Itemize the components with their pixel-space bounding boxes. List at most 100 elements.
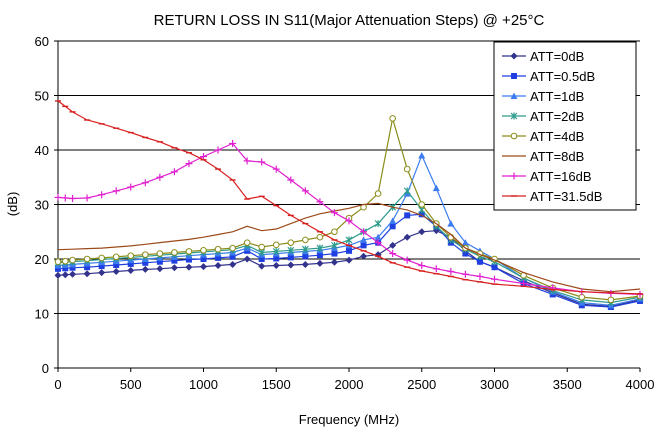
x-tick-label: 2500 <box>407 377 436 392</box>
series-ATT=31.5dB <box>55 100 643 295</box>
data-point <box>61 271 69 279</box>
data-point <box>54 193 62 201</box>
data-point <box>83 270 91 278</box>
data-point <box>273 255 280 262</box>
data-point <box>127 252 135 260</box>
data-point <box>98 263 105 270</box>
y-tick-label: 30 <box>35 198 49 213</box>
data-point <box>330 258 338 266</box>
data-point <box>170 168 178 176</box>
data-point <box>374 239 382 247</box>
series-line <box>57 202 641 293</box>
data-point <box>287 261 295 269</box>
data-point <box>156 258 163 265</box>
data-point <box>69 270 77 278</box>
data-point <box>142 251 149 258</box>
y-tick-label: 40 <box>35 143 49 158</box>
data-point <box>316 233 324 241</box>
data-point <box>345 217 353 225</box>
data-point <box>272 247 280 255</box>
data-point <box>98 254 105 262</box>
legend-marker <box>510 92 518 99</box>
data-point <box>69 264 76 271</box>
data-point <box>83 255 91 263</box>
legend-item: ATT=2dB <box>502 109 584 124</box>
data-point <box>374 233 382 241</box>
data-point <box>360 252 368 260</box>
data-point <box>389 115 396 122</box>
series-group <box>54 100 644 310</box>
y-tick-label: 0 <box>42 361 49 376</box>
data-point <box>141 265 149 273</box>
data-point <box>156 250 164 257</box>
legend-item: ATT=8dB <box>502 149 584 164</box>
data-point <box>345 256 353 264</box>
x-tick-label: 3500 <box>553 377 582 392</box>
data-point <box>171 249 178 256</box>
data-point <box>301 245 309 253</box>
data-point <box>185 160 193 168</box>
legend-marker <box>510 52 518 60</box>
data-point <box>607 296 615 304</box>
data-point <box>54 258 62 266</box>
data-point <box>360 242 367 249</box>
data-point <box>418 211 425 218</box>
data-point <box>112 268 120 276</box>
legend-label: ATT=4dB <box>530 129 584 144</box>
data-point <box>127 260 134 267</box>
data-point <box>98 191 106 199</box>
legend-item: ATT=16dB <box>502 169 592 184</box>
data-point <box>301 187 309 195</box>
data-point <box>258 243 266 251</box>
data-point <box>127 266 135 274</box>
legend-item: ATT=0dB <box>502 49 584 64</box>
data-point <box>229 253 236 260</box>
data-point <box>302 236 309 244</box>
data-point <box>389 217 397 224</box>
data-point <box>272 165 280 173</box>
data-point <box>200 246 207 254</box>
data-point <box>55 265 61 272</box>
legend: ATT=0dB ATT=0.5dB ATT=1dB ATT=2dB ATT=4dB ATT… <box>493 41 637 211</box>
data-point <box>331 228 338 236</box>
legend-marker <box>511 73 517 79</box>
data-point <box>200 153 207 161</box>
data-point <box>461 239 469 246</box>
data-point <box>156 173 164 181</box>
data-point <box>287 239 295 246</box>
data-point <box>61 194 69 202</box>
legend-marker <box>510 112 518 120</box>
data-point <box>461 270 469 278</box>
data-point <box>112 253 120 261</box>
data-point <box>447 220 455 227</box>
data-point <box>200 256 207 262</box>
chart-title: RETURN LOSS IN S11(Major Attenuation Ste… <box>154 12 545 29</box>
data-point <box>316 198 324 206</box>
data-point <box>185 256 192 263</box>
data-point <box>112 187 120 195</box>
x-tick-label: 0 <box>54 377 61 392</box>
data-point <box>113 261 120 268</box>
data-point <box>374 251 382 259</box>
data-point <box>491 264 498 271</box>
data-point <box>360 236 368 243</box>
data-point <box>316 259 324 267</box>
data-point <box>447 268 455 276</box>
data-point <box>214 146 222 154</box>
x-axis-title: Frequency (MHz) <box>299 412 399 427</box>
data-point <box>69 256 76 264</box>
data-point <box>418 201 426 208</box>
data-point <box>404 212 411 219</box>
data-point <box>215 254 222 261</box>
data-point <box>171 257 178 264</box>
legend-label: ATT=2dB <box>530 109 584 124</box>
legend-label: ATT=0dB <box>530 49 584 64</box>
data-point <box>141 179 149 187</box>
data-point <box>258 262 266 270</box>
data-point <box>418 262 426 270</box>
legend-label: ATT=31.5dB <box>530 189 602 204</box>
data-point <box>287 246 295 254</box>
legend-item: ATT=4dB <box>502 129 584 144</box>
data-point <box>258 158 266 166</box>
